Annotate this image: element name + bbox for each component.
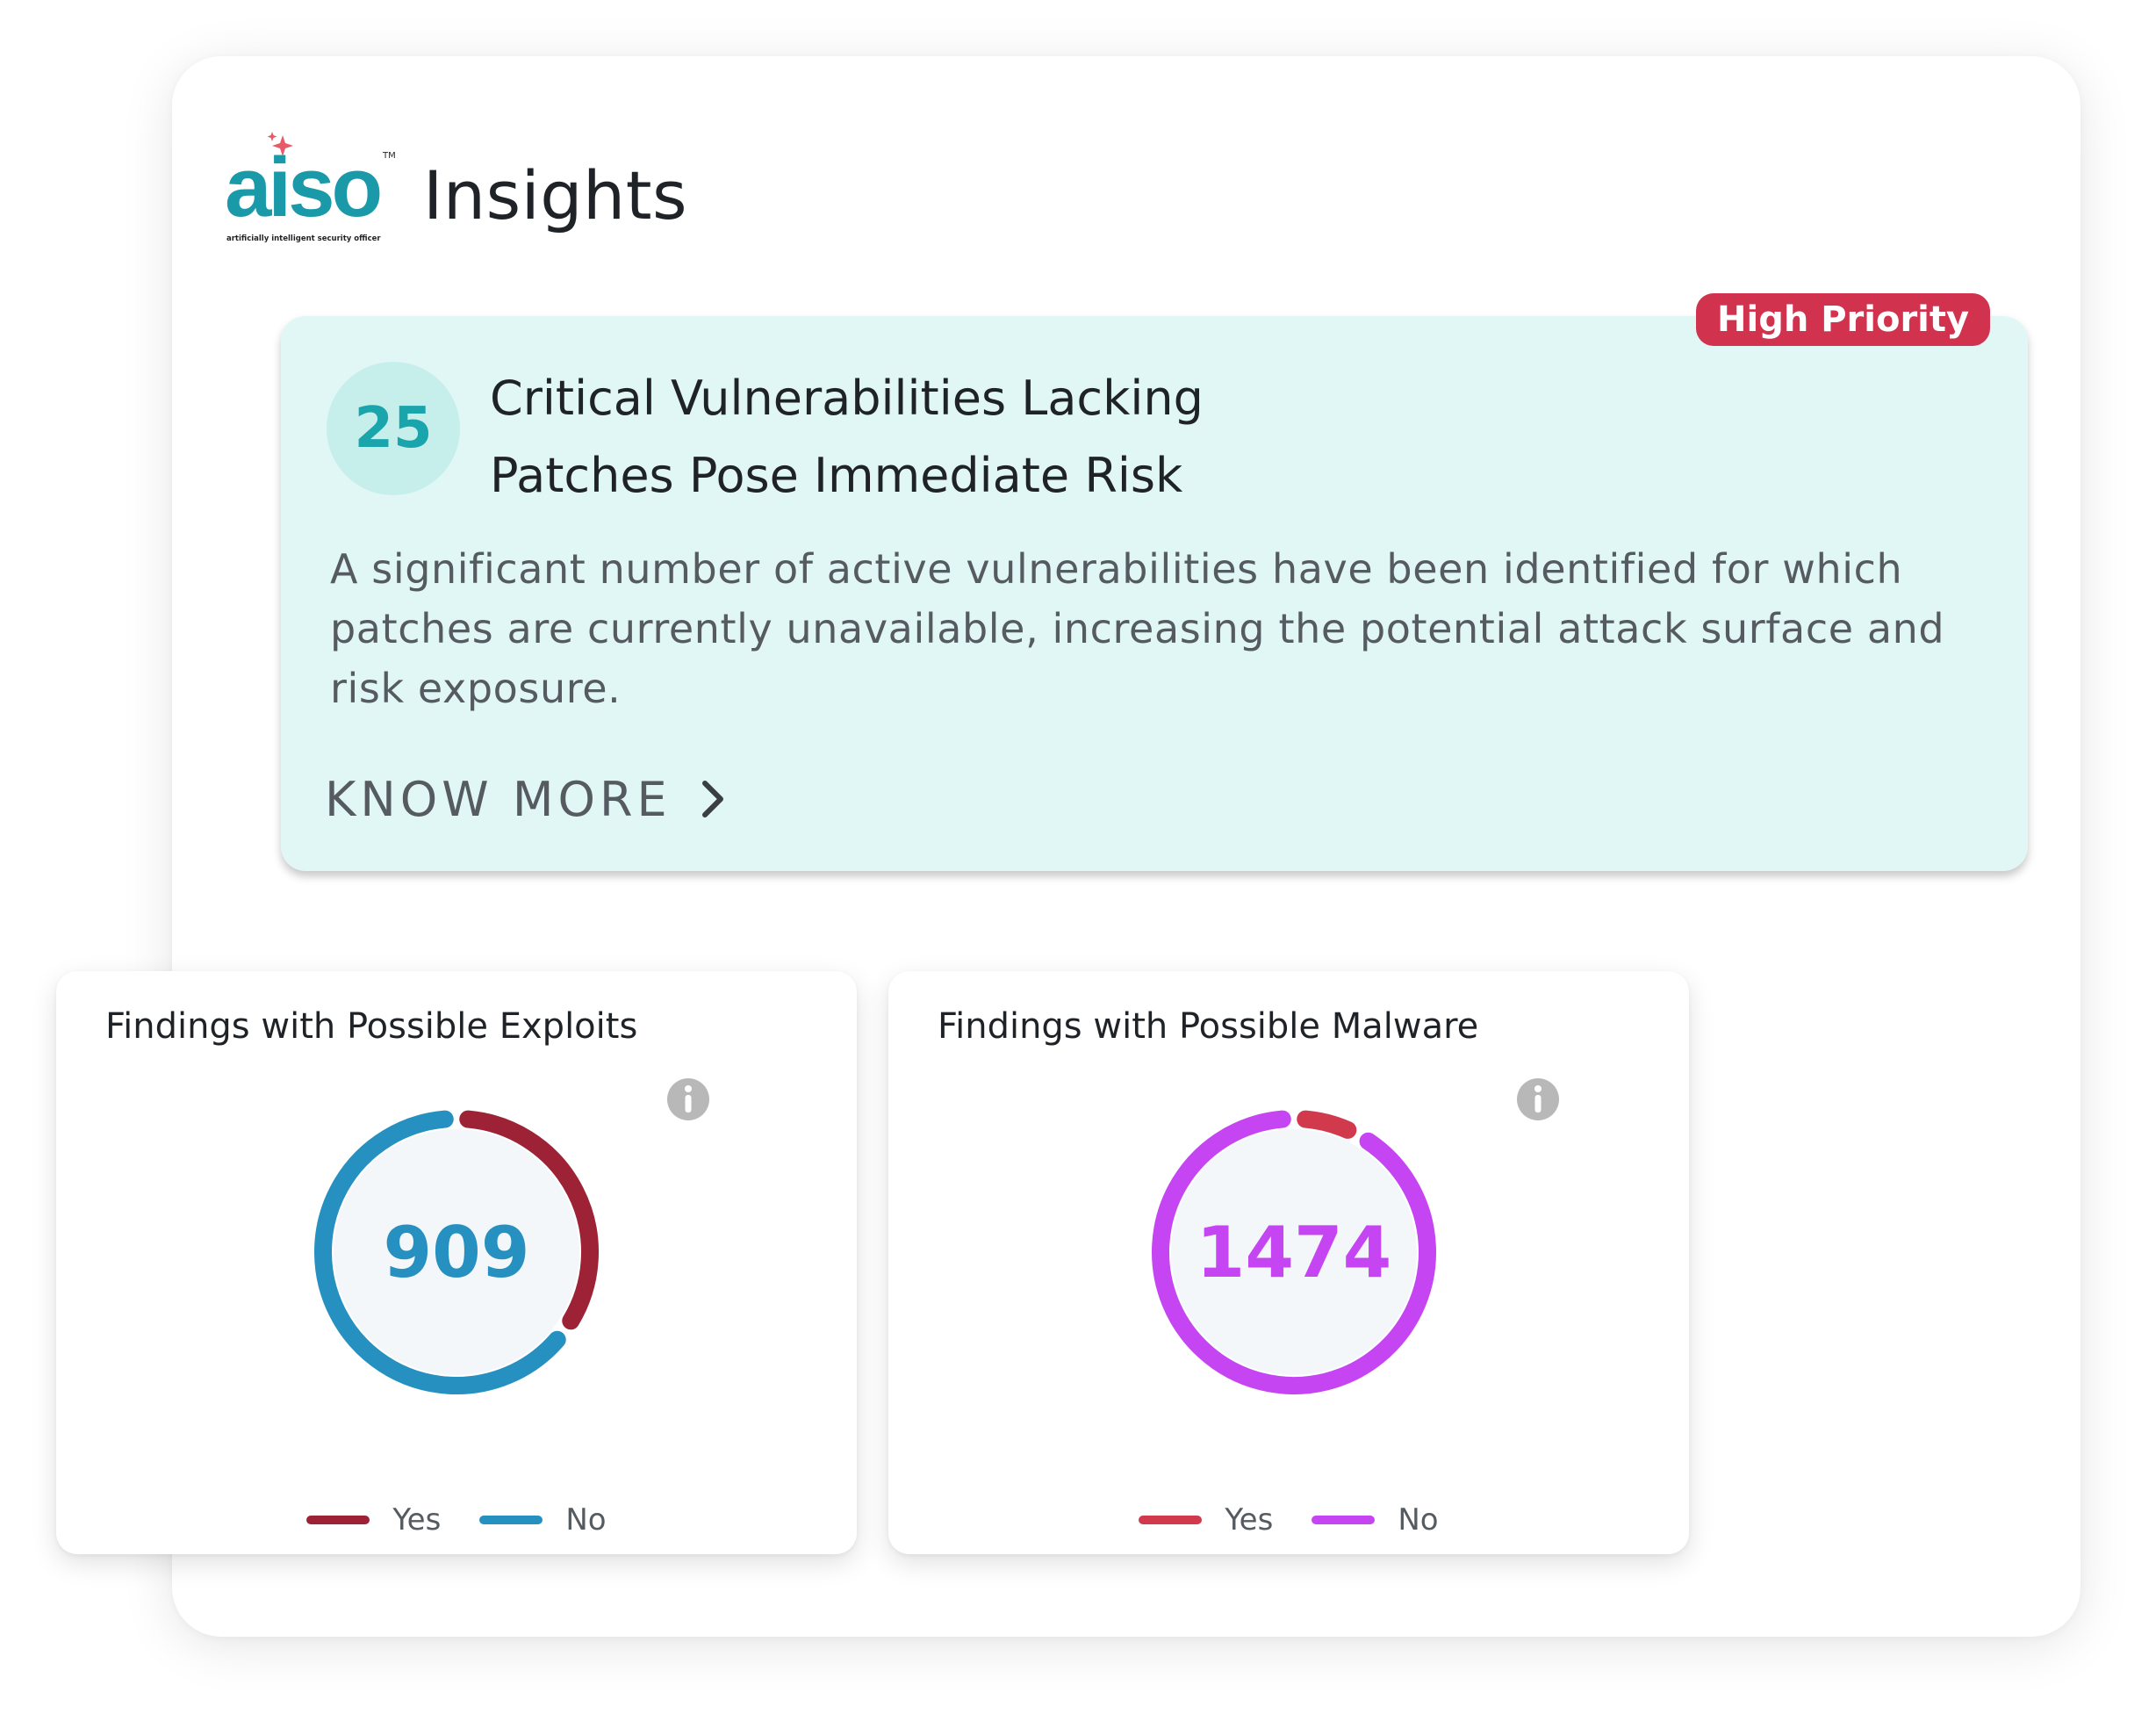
legend-swatch-yes xyxy=(1139,1516,1203,1524)
malware-legend: Yes No xyxy=(888,1498,1689,1542)
logo-spark-small-icon xyxy=(267,132,277,141)
legend-item-yes[interactable]: Yes xyxy=(306,1502,441,1538)
donut-center-bg xyxy=(334,1129,579,1375)
insight-card: 25 Critical Vulnerabilities Lacking Patc… xyxy=(281,316,2028,871)
priority-badge: High Priority xyxy=(1696,293,1991,346)
donut-center-bg xyxy=(1171,1129,1417,1375)
legend-label-no: No xyxy=(565,1502,607,1538)
legend-label-yes: Yes xyxy=(1225,1502,1274,1538)
logo-wordmark: aiso xyxy=(225,140,379,234)
legend-swatch-no xyxy=(1312,1516,1376,1524)
brand-header: aiso TM artificially intelligent securit… xyxy=(225,132,687,255)
insight-count-badge: 25 xyxy=(327,362,460,495)
exploits-donut-chart: 909 xyxy=(314,1110,599,1394)
insight-title-line-1: Critical Vulnerabilities Lacking xyxy=(490,371,1204,426)
legend-item-no[interactable]: No xyxy=(1312,1502,1439,1538)
page-title: Insights xyxy=(423,156,688,234)
donut-center-value: 1474 xyxy=(1197,1212,1392,1293)
logo-trademark: TM xyxy=(382,151,396,161)
malware-card: Findings with Possible Malware 1474 Yes … xyxy=(888,971,1689,1554)
malware-card-title[interactable]: Findings with Possible Malware xyxy=(938,1006,1479,1047)
exploits-legend: Yes No xyxy=(56,1498,857,1542)
donut-segment-yes[interactable] xyxy=(459,1110,599,1330)
know-more-label: KNOW MORE xyxy=(325,771,672,827)
aiso-logo: aiso TM artificially intelligent securit… xyxy=(225,132,396,243)
know-more-link[interactable]: KNOW MORE xyxy=(325,764,729,834)
donut-segment-no[interactable] xyxy=(314,1110,566,1394)
donut-center-value: 909 xyxy=(384,1212,530,1293)
donut-segment-no[interactable] xyxy=(1152,1110,1436,1394)
insight-description: A significant number of active vulnerabi… xyxy=(330,545,1945,712)
donut-segment-yes[interactable] xyxy=(1297,1110,1357,1139)
chevron-right-icon xyxy=(701,781,723,817)
legend-swatch-no xyxy=(479,1516,543,1524)
info-icon[interactable] xyxy=(665,1077,711,1122)
malware-donut-chart: 1474 xyxy=(1152,1110,1436,1394)
logo-spark-icon xyxy=(272,135,293,156)
insight-title-line-2: Patches Pose Immediate Risk xyxy=(490,448,1183,503)
legend-item-yes[interactable]: Yes xyxy=(1139,1502,1273,1538)
info-icon[interactable] xyxy=(1515,1077,1561,1122)
legend-label-no: No xyxy=(1398,1502,1439,1538)
exploits-card: Findings with Possible Exploits 909 Yes … xyxy=(56,971,857,1554)
legend-label-yes: Yes xyxy=(392,1502,442,1538)
logo-tagline: artificially intelligent security office… xyxy=(226,234,381,243)
legend-item-no[interactable]: No xyxy=(479,1502,607,1538)
insight-title: Critical Vulnerabilities Lacking Patches… xyxy=(490,360,1543,515)
legend-swatch-yes xyxy=(306,1516,370,1524)
exploits-card-title[interactable]: Findings with Possible Exploits xyxy=(105,1006,638,1047)
